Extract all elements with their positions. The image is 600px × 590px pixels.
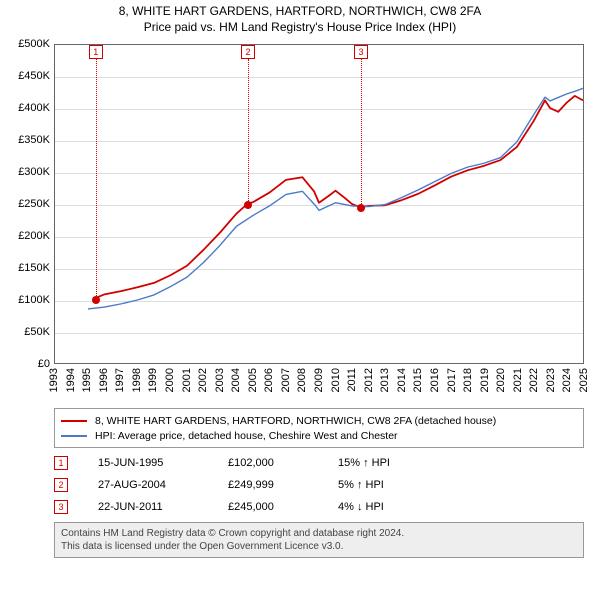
x-tick-label: 2019 xyxy=(479,368,491,392)
x-tick-label: 2011 xyxy=(346,368,358,392)
event-date-2: 27-AUG-2004 xyxy=(98,479,228,491)
event-delta-1: 15% ↑ HPI xyxy=(338,457,458,469)
marker-badge-2: 2 xyxy=(241,45,255,59)
legend-item-hpi: HPI: Average price, detached house, Ches… xyxy=(61,428,577,443)
x-tick-label: 2013 xyxy=(379,368,391,392)
events-table: 1 15-JUN-1995 £102,000 15% ↑ HPI 2 27-AU… xyxy=(54,452,584,518)
x-tick-label: 2020 xyxy=(495,368,507,392)
series-line-hpi xyxy=(88,88,583,309)
y-tick-label: £350K xyxy=(10,134,50,146)
y-tick-label: £250K xyxy=(10,198,50,210)
event-date-3: 22-JUN-2011 xyxy=(98,501,228,513)
x-tick-label: 1999 xyxy=(147,368,159,392)
y-tick-label: £100K xyxy=(10,294,50,306)
x-tick-label: 2018 xyxy=(462,368,474,392)
x-tick-label: 2002 xyxy=(197,368,209,392)
y-tick-label: £200K xyxy=(10,230,50,242)
x-tick-label: 2003 xyxy=(214,368,226,392)
x-tick-label: 2021 xyxy=(512,368,524,392)
x-tick-label: 1996 xyxy=(98,368,110,392)
legend-label-property: 8, WHITE HART GARDENS, HARTFORD, NORTHWI… xyxy=(95,415,496,427)
event-price-1: £102,000 xyxy=(228,457,338,469)
marker-dot-3 xyxy=(357,204,365,212)
event-date-1: 15-JUN-1995 xyxy=(98,457,228,469)
series-line-property xyxy=(96,96,583,298)
legend-label-hpi: HPI: Average price, detached house, Ches… xyxy=(95,430,398,442)
y-tick-label: £150K xyxy=(10,262,50,274)
x-tick-label: 2006 xyxy=(263,368,275,392)
event-badge-2: 2 xyxy=(54,478,68,492)
x-tick-label: 2017 xyxy=(446,368,458,392)
marker-dot-2 xyxy=(244,201,252,209)
title-line-2: Price paid vs. HM Land Registry's House … xyxy=(8,20,592,34)
y-tick-label: £50K xyxy=(10,326,50,338)
x-tick-label: 2009 xyxy=(313,368,325,392)
x-tick-label: 1995 xyxy=(81,368,93,392)
event-row-2: 2 27-AUG-2004 £249,999 5% ↑ HPI xyxy=(54,474,584,496)
x-tick-label: 2012 xyxy=(363,368,375,392)
x-tick-label: 2025 xyxy=(578,368,590,392)
title-line-1: 8, WHITE HART GARDENS, HARTFORD, NORTHWI… xyxy=(8,4,592,18)
legend-swatch-hpi xyxy=(61,435,87,437)
legend: 8, WHITE HART GARDENS, HARTFORD, NORTHWI… xyxy=(54,408,584,448)
footer-line-2: This data is licensed under the Open Gov… xyxy=(61,540,577,553)
chart-area: 1 2 3 £0 £50K £100K £150K £200K £250K £300K £350K… xyxy=(8,40,592,402)
event-price-2: £249,999 xyxy=(228,479,338,491)
x-tick-label: 2016 xyxy=(429,368,441,392)
x-tick-label: 2008 xyxy=(296,368,308,392)
marker-badge-1: 1 xyxy=(89,45,103,59)
legend-item-property: 8, WHITE HART GARDENS, HARTFORD, NORTHWI… xyxy=(61,413,577,428)
y-tick-label: £500K xyxy=(10,38,50,50)
x-tick-label: 2001 xyxy=(181,368,193,392)
x-tick-label: 2024 xyxy=(561,368,573,392)
x-tick-label: 2005 xyxy=(247,368,259,392)
event-delta-2: 5% ↑ HPI xyxy=(338,479,458,491)
event-price-3: £245,000 xyxy=(228,501,338,513)
event-badge-1: 1 xyxy=(54,456,68,470)
y-tick-label: £0 xyxy=(10,358,50,370)
event-row-1: 1 15-JUN-1995 £102,000 15% ↑ HPI xyxy=(54,452,584,474)
legend-swatch-property xyxy=(61,420,87,422)
line-layer xyxy=(55,45,583,363)
y-tick-label: £450K xyxy=(10,70,50,82)
event-delta-3: 4% ↓ HPI xyxy=(338,501,458,513)
x-tick-label: 2007 xyxy=(280,368,292,392)
y-tick-label: £300K xyxy=(10,166,50,178)
x-tick-label: 2015 xyxy=(412,368,424,392)
x-tick-label: 1998 xyxy=(131,368,143,392)
x-tick-label: 2023 xyxy=(545,368,557,392)
x-tick-label: 1993 xyxy=(48,368,60,392)
y-tick-label: £400K xyxy=(10,102,50,114)
x-tick-label: 2014 xyxy=(396,368,408,392)
x-tick-label: 2010 xyxy=(330,368,342,392)
chart-container: 8, WHITE HART GARDENS, HARTFORD, NORTHWI… xyxy=(0,0,600,562)
x-tick-label: 2000 xyxy=(164,368,176,392)
footer-line-1: Contains HM Land Registry data © Crown c… xyxy=(61,527,577,540)
x-tick-label: 2004 xyxy=(230,368,242,392)
marker-dot-1 xyxy=(92,296,100,304)
event-badge-3: 3 xyxy=(54,500,68,514)
x-tick-label: 1994 xyxy=(65,368,77,392)
marker-badge-3: 3 xyxy=(354,45,368,59)
plot-area: 1 2 3 xyxy=(54,44,584,364)
event-row-3: 3 22-JUN-2011 £245,000 4% ↓ HPI xyxy=(54,496,584,518)
title-block: 8, WHITE HART GARDENS, HARTFORD, NORTHWI… xyxy=(8,4,592,34)
x-tick-label: 1997 xyxy=(114,368,126,392)
footer-attribution: Contains HM Land Registry data © Crown c… xyxy=(54,522,584,558)
x-tick-label: 2022 xyxy=(528,368,540,392)
